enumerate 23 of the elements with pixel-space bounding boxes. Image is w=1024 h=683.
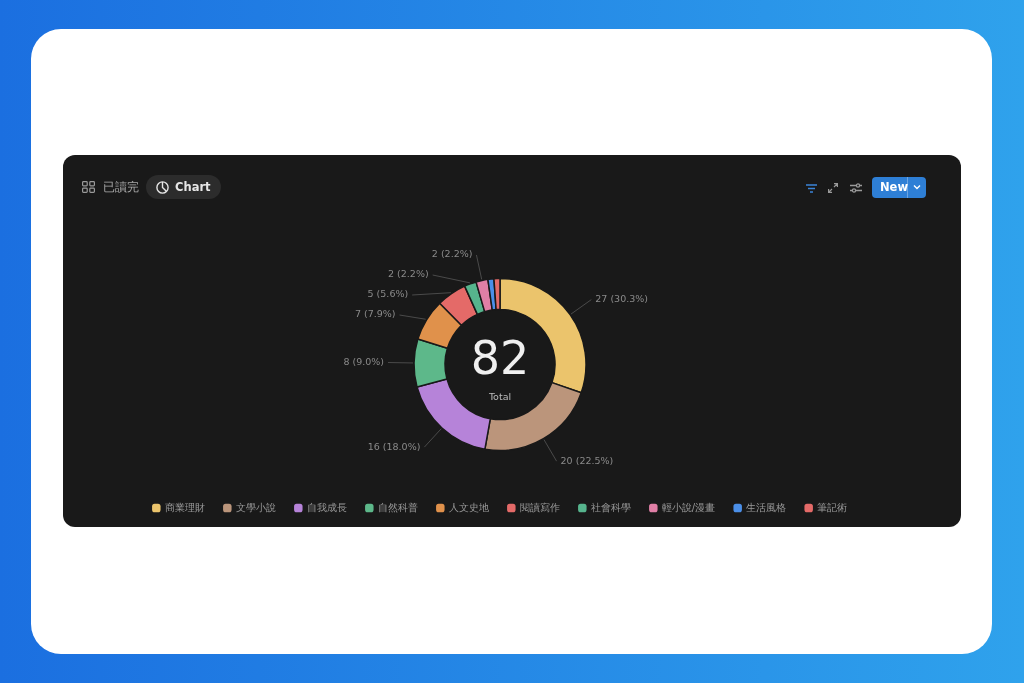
data-label: 5 (5.6%) <box>367 288 409 300</box>
data-label: 2 (2.2%) <box>431 248 473 260</box>
legend-label: 文學小說 <box>235 501 276 513</box>
data-label: 16 (18.0%) <box>367 440 421 452</box>
text: 82 <box>470 331 530 386</box>
view-tab[interactable]: Chart <box>146 175 221 199</box>
legend-label: 筆記術 <box>817 501 848 513</box>
data-label: 8 (9.0%) <box>343 355 385 367</box>
legend-label: 人文史地 <box>448 501 489 513</box>
data-label: 7 (7.9%) <box>354 308 396 320</box>
legend-label: 社會科學 <box>590 501 631 513</box>
legend-label: 商業理財 <box>164 501 205 513</box>
data-label: 20 (22.5%) <box>560 454 614 466</box>
data-label: 27 (30.3%) <box>595 293 649 305</box>
data-label: 2 (2.2%) <box>388 268 429 280</box>
legend-label: 輕小說/漫畫 <box>661 501 716 513</box>
legend-label: 自我成長 <box>306 501 347 513</box>
new-button[interactable]: New <box>872 177 926 198</box>
text: Total <box>487 390 512 402</box>
legend-label: 生活風格 <box>746 501 787 513</box>
legend-label: 自然科普 <box>377 501 418 513</box>
chart-title: 已讀完 <box>103 179 139 195</box>
legend-label: 閱讀寫作 <box>519 501 560 513</box>
